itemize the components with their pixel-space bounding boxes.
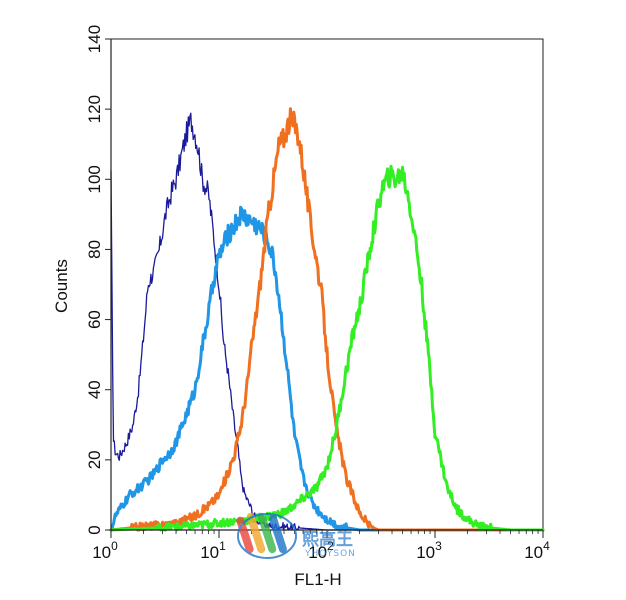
x-tick-label: 102	[308, 539, 334, 562]
watermark-subtext: YHOYSON	[304, 549, 356, 559]
y-tick-label: 40	[85, 380, 104, 399]
y-tick-label: 80	[85, 240, 104, 259]
x-tick-label: 103	[416, 539, 442, 562]
plot-frame	[110, 38, 544, 531]
y-tick-label: 140	[85, 25, 104, 53]
x-axis-label: FL1-H	[294, 570, 341, 589]
x-tick-label: 104	[524, 539, 550, 562]
watermark-mark-icon	[236, 512, 297, 559]
x-tick-label: 101	[200, 539, 226, 562]
y-tick-label: 100	[85, 165, 104, 193]
watermark-logo: 熙高王 YHOYSON	[236, 512, 356, 559]
y-tick-label: 60	[85, 310, 104, 329]
y-tick-label: 20	[85, 450, 104, 469]
watermark-text: 熙高王	[302, 529, 353, 550]
tick-layer: 0 20 40 60 80 100 120 140 100 101 102 103 104	[85, 25, 550, 562]
x-tick-label: 100	[92, 539, 118, 562]
y-axis-label: Counts	[52, 259, 71, 313]
series-line-4	[109, 164, 545, 532]
y-tick-label: 120	[85, 95, 104, 123]
y-tick-label: 0	[85, 525, 104, 534]
